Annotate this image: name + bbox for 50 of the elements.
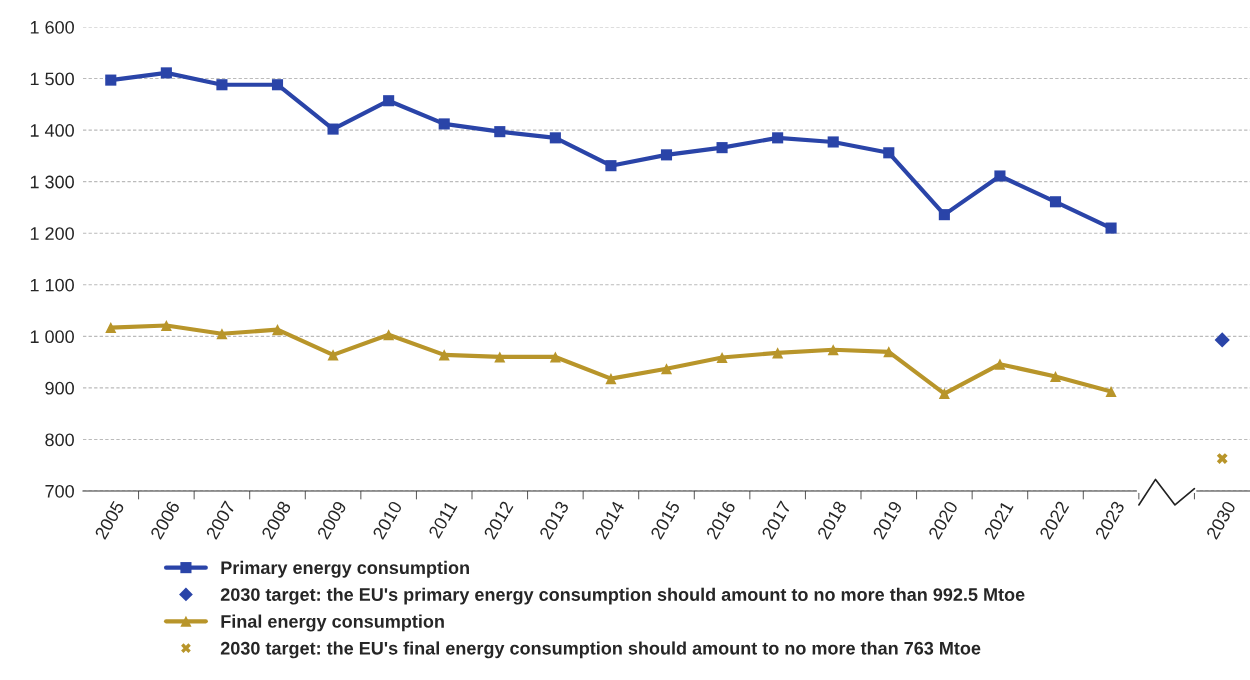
y-tick-label: 800 <box>45 433 74 447</box>
point <box>327 349 339 361</box>
point <box>383 329 395 341</box>
point <box>383 95 395 107</box>
point <box>1216 453 1228 464</box>
y-tick-label: 1 200 <box>30 227 74 240</box>
legend-label: 2030 target: the EU's final energy consumption should amount to no more than 763 Mtoe <box>220 641 981 659</box>
point <box>1049 196 1062 208</box>
legend-label: Primary energy consumption <box>221 560 469 578</box>
point <box>605 373 617 385</box>
point <box>938 209 950 221</box>
point <box>494 126 506 138</box>
point <box>271 324 284 336</box>
point <box>105 74 117 86</box>
y-tick-label: 900 <box>45 381 74 395</box>
point <box>105 322 117 334</box>
point <box>660 149 673 161</box>
point <box>549 132 561 144</box>
point <box>1105 385 1117 398</box>
point <box>716 351 728 364</box>
y-tick-label: 1 000 <box>30 330 74 344</box>
point <box>716 142 728 154</box>
point <box>327 123 339 135</box>
point <box>216 328 228 340</box>
legend-label: Final energy consumption <box>221 614 444 632</box>
point <box>494 351 506 363</box>
point <box>827 136 839 148</box>
y-tick-label: 700 <box>45 484 74 498</box>
point <box>1049 370 1062 383</box>
point <box>605 160 617 172</box>
point <box>271 79 284 91</box>
point <box>938 388 950 400</box>
point <box>883 147 895 159</box>
y-tick-label: 1 300 <box>30 175 74 189</box>
point <box>160 319 172 332</box>
legend-label: 2030 target: the EU's primary energy consumption should amount to no more than 992.5 Mtoe <box>220 587 1025 605</box>
point <box>994 358 1006 370</box>
point <box>438 118 450 130</box>
point <box>549 351 561 363</box>
y-tick-label: 1 100 <box>30 278 74 292</box>
point <box>772 132 784 144</box>
point <box>660 363 673 375</box>
point <box>1105 222 1117 234</box>
point <box>160 67 172 79</box>
point <box>1214 332 1230 348</box>
y-tick-label: 1 500 <box>30 72 74 86</box>
y-tick-label: 1 400 <box>30 124 74 137</box>
point <box>994 170 1006 182</box>
point <box>216 79 228 91</box>
y-tick-label: 1 600 <box>30 20 74 34</box>
